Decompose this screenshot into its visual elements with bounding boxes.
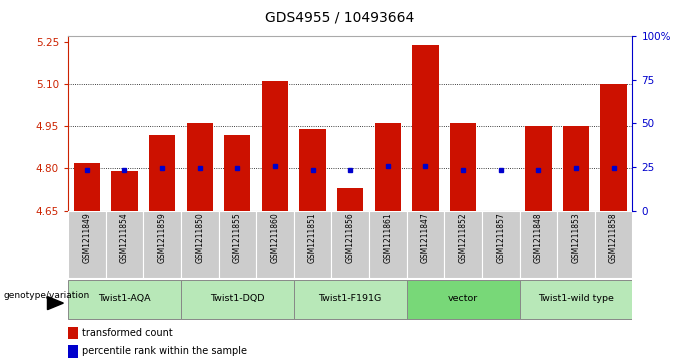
- Bar: [143, 211, 181, 278]
- Bar: [224, 135, 250, 211]
- Text: GSM1211851: GSM1211851: [308, 213, 317, 263]
- Bar: [218, 211, 256, 278]
- Text: Twist1-AQA: Twist1-AQA: [98, 294, 151, 303]
- Bar: [186, 123, 213, 211]
- Bar: [450, 123, 476, 211]
- Text: GSM1211856: GSM1211856: [345, 213, 355, 263]
- Text: GSM1211854: GSM1211854: [120, 213, 129, 263]
- Bar: [256, 211, 294, 278]
- Text: transformed count: transformed count: [82, 328, 172, 338]
- Text: GSM1211857: GSM1211857: [496, 213, 505, 263]
- Bar: [181, 211, 218, 278]
- Text: GSM1211855: GSM1211855: [233, 213, 242, 263]
- Text: GSM1211858: GSM1211858: [609, 213, 618, 263]
- Text: GSM1211849: GSM1211849: [82, 213, 91, 263]
- Polygon shape: [48, 297, 63, 310]
- Bar: [407, 280, 520, 319]
- Bar: [520, 211, 557, 278]
- Bar: [337, 188, 363, 211]
- Bar: [262, 81, 288, 211]
- Text: vector: vector: [448, 294, 478, 303]
- Bar: [68, 345, 78, 358]
- Bar: [149, 135, 175, 211]
- Bar: [600, 84, 627, 211]
- Bar: [557, 211, 595, 278]
- Bar: [68, 327, 78, 339]
- Bar: [595, 211, 632, 278]
- Bar: [73, 163, 100, 211]
- Bar: [299, 129, 326, 211]
- Bar: [68, 211, 105, 278]
- Text: Twist1-DQD: Twist1-DQD: [210, 294, 265, 303]
- Text: GSM1211853: GSM1211853: [571, 213, 581, 263]
- Text: GSM1211852: GSM1211852: [458, 213, 468, 263]
- Bar: [375, 123, 401, 211]
- Bar: [520, 280, 632, 319]
- Bar: [482, 211, 520, 278]
- Bar: [444, 211, 482, 278]
- Bar: [294, 211, 331, 278]
- Bar: [294, 280, 407, 319]
- Bar: [563, 126, 589, 211]
- Text: Twist1-wild type: Twist1-wild type: [538, 294, 614, 303]
- Bar: [68, 280, 181, 319]
- Bar: [105, 211, 143, 278]
- Bar: [331, 211, 369, 278]
- Bar: [369, 211, 407, 278]
- Text: percentile rank within the sample: percentile rank within the sample: [82, 346, 247, 356]
- Text: GSM1211861: GSM1211861: [384, 213, 392, 263]
- Text: GSM1211848: GSM1211848: [534, 213, 543, 263]
- Bar: [112, 171, 137, 211]
- Text: GSM1211850: GSM1211850: [195, 213, 204, 263]
- Bar: [181, 280, 294, 319]
- Text: GSM1211860: GSM1211860: [271, 213, 279, 263]
- Text: genotype/variation: genotype/variation: [3, 291, 90, 300]
- Bar: [525, 126, 551, 211]
- Text: GDS4955 / 10493664: GDS4955 / 10493664: [265, 11, 415, 25]
- Text: Twist1-F191G: Twist1-F191G: [318, 294, 382, 303]
- Bar: [407, 211, 444, 278]
- Bar: [412, 45, 439, 211]
- Text: GSM1211847: GSM1211847: [421, 213, 430, 263]
- Text: GSM1211859: GSM1211859: [158, 213, 167, 263]
